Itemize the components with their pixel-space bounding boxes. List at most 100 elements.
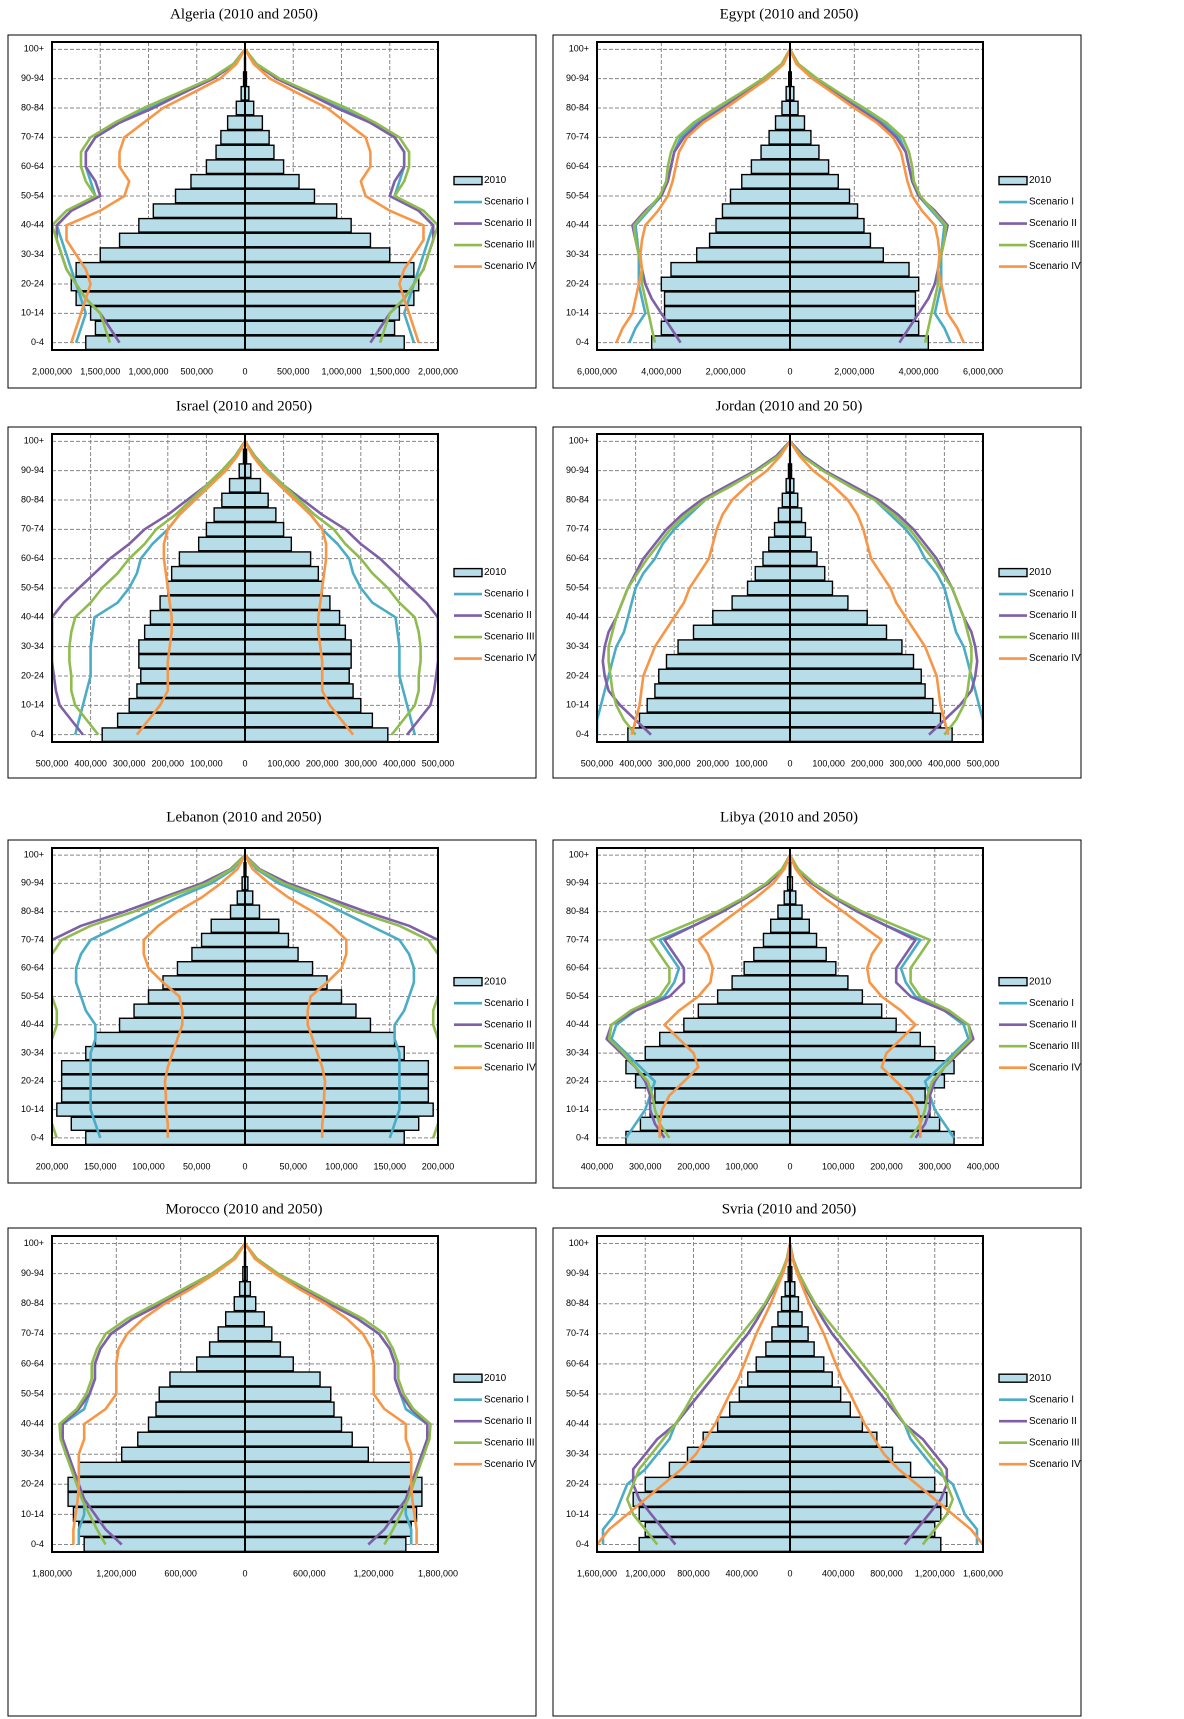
series-line — [244, 854, 438, 1139]
bar — [760, 144, 791, 160]
bar — [244, 975, 328, 990]
legend-label: Scenario IV — [1029, 1062, 1081, 1073]
y-tick-label: 60-64 — [21, 963, 44, 973]
bar — [686, 1446, 791, 1462]
bar — [215, 144, 246, 160]
bar — [650, 335, 791, 350]
bar — [244, 668, 350, 684]
bar — [716, 989, 791, 1004]
bar — [244, 159, 285, 175]
bar — [789, 1017, 897, 1032]
bar — [244, 1461, 412, 1477]
y-tick-label: 30-34 — [21, 641, 44, 651]
bar — [244, 203, 338, 219]
bar — [774, 115, 791, 131]
y-tick-label: 30-34 — [566, 1449, 589, 1459]
x-tick-label: 1,800,000 — [32, 1568, 72, 1578]
bar — [229, 904, 246, 919]
y-tick-label: 70-74 — [566, 524, 589, 534]
x-tick-label: 1,800,000 — [418, 1568, 458, 1578]
x-tick-label: 0 — [242, 1161, 247, 1171]
series-line — [243, 1242, 432, 1546]
y-tick-label: 0-4 — [31, 337, 44, 347]
x-tick-label: 1,200,000 — [96, 1568, 136, 1578]
legend-label: Scenario II — [1029, 218, 1077, 229]
y-tick-label: 30-34 — [566, 641, 589, 651]
bar — [167, 580, 246, 596]
x-tick-label: 100,000 — [735, 758, 768, 768]
bar — [159, 595, 246, 611]
bar — [721, 203, 791, 219]
bar — [789, 115, 806, 131]
series-line — [630, 440, 792, 736]
plot-border — [596, 41, 984, 351]
bar — [162, 975, 246, 990]
y-tick-label: 40-44 — [21, 1019, 44, 1029]
bar — [789, 668, 922, 684]
bar — [244, 492, 269, 508]
bar — [191, 946, 246, 962]
bar — [128, 697, 246, 713]
chart-title: Morocco (2010 and 2050) — [165, 1201, 322, 1217]
bar — [789, 639, 903, 655]
y-tick-label: 20-24 — [566, 1479, 589, 1489]
bar — [244, 1536, 407, 1552]
y-tick-label: 80-84 — [566, 1298, 589, 1308]
y-tick-label: 90-94 — [21, 73, 44, 83]
bar — [244, 521, 285, 537]
y-tick-label: 50-54 — [21, 991, 44, 1001]
y-tick-label: 10-14 — [21, 1509, 44, 1519]
series-line — [58, 1242, 247, 1546]
y-tick-label: 40-44 — [566, 1418, 589, 1428]
bar — [789, 595, 849, 611]
x-tick-label: 500,000 — [180, 366, 213, 376]
x-tick-label: 100,000 — [190, 758, 223, 768]
y-tick-label: 70-74 — [21, 524, 44, 534]
y-tick-label: 40-44 — [566, 220, 589, 230]
bar — [244, 507, 277, 523]
legend-swatch — [453, 175, 483, 186]
y-tick-label: 90-94 — [566, 1268, 589, 1278]
bar — [244, 918, 280, 933]
bar — [789, 1326, 809, 1342]
bar — [137, 1431, 246, 1447]
bar — [118, 232, 246, 248]
bar — [138, 217, 246, 233]
bar — [789, 609, 868, 625]
legend-label: Scenario II — [1029, 610, 1077, 621]
x-tick-label: 500,000 — [422, 758, 455, 768]
y-tick-label: 70-74 — [21, 934, 44, 944]
bar — [244, 1476, 423, 1492]
bar — [197, 536, 246, 552]
chart-title: Svria (2010 and 2050) — [722, 1201, 857, 1217]
x-tick-label: 1,600,000 — [577, 1568, 617, 1578]
series-line — [607, 440, 792, 736]
y-tick-label: 90-94 — [21, 1268, 44, 1278]
y-tick-label: 50-54 — [566, 582, 589, 592]
series-line — [243, 48, 438, 344]
bar — [244, 1386, 332, 1402]
bar — [789, 536, 812, 552]
legend-label: Scenario I — [1029, 998, 1074, 1009]
bar — [244, 1341, 282, 1357]
x-tick-label: 400,000 — [383, 758, 416, 768]
bar — [149, 609, 246, 625]
y-tick-label: 30-34 — [21, 249, 44, 259]
bar — [244, 989, 343, 1004]
bar — [99, 247, 246, 263]
series-line — [52, 854, 246, 1139]
bar — [634, 1074, 791, 1089]
legend-label: 2010 — [484, 567, 507, 578]
bar — [646, 697, 791, 713]
bar — [56, 1102, 246, 1117]
bar — [702, 1431, 791, 1447]
bar — [715, 217, 791, 233]
bar — [67, 1476, 246, 1492]
legend-label: 2010 — [1029, 976, 1052, 987]
legend-label: Scenario I — [1029, 197, 1074, 208]
legend-label: Scenario IV — [1029, 653, 1081, 664]
y-tick-label: 50-54 — [21, 190, 44, 200]
bar — [147, 989, 246, 1004]
bar — [712, 609, 791, 625]
